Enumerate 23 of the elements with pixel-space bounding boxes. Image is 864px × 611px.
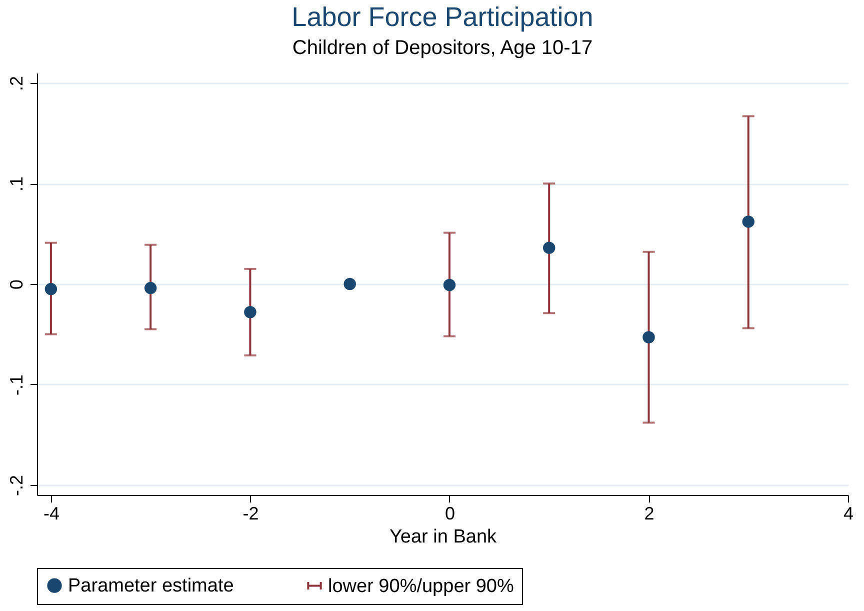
point <box>443 278 456 292</box>
point <box>742 216 754 228</box>
chart-subtitle: Children of Depositors, Age 10-17 <box>292 37 593 59</box>
y-tick-label: -.2 <box>6 474 26 496</box>
point <box>542 242 556 254</box>
point <box>244 306 256 318</box>
x-axis-title: Year in Bank <box>389 526 498 548</box>
y-tick-label: 0 <box>6 279 26 290</box>
point <box>642 331 655 344</box>
x-tick-label: 0 <box>444 504 455 524</box>
point <box>144 282 157 294</box>
x-tick-label: 2 <box>644 504 654 524</box>
y-tick-label: .2 <box>6 76 26 92</box>
x-tick-label: -4 <box>43 504 60 524</box>
x-tick-label: 4 <box>843 504 854 524</box>
point <box>344 278 356 290</box>
point <box>44 282 58 296</box>
chart-title: Labor Force Participation <box>292 2 594 32</box>
y-tick-label: -.1 <box>6 374 26 396</box>
legend-label: lower 90%/upper 90% <box>328 576 514 597</box>
y-tick-label: .1 <box>6 176 26 192</box>
x-tick-label: -2 <box>242 504 259 524</box>
legend-label: Parameter estimate <box>68 576 234 597</box>
